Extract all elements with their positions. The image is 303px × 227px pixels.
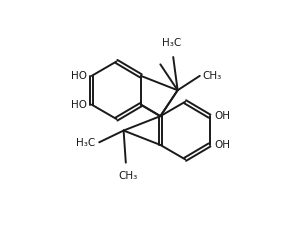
- Text: OH: OH: [214, 140, 230, 150]
- Text: H₃C: H₃C: [76, 138, 96, 148]
- Text: OH: OH: [214, 111, 230, 121]
- Text: CH₃: CH₃: [119, 171, 138, 181]
- Text: H₃C: H₃C: [162, 37, 181, 47]
- Text: HO: HO: [71, 71, 87, 81]
- Text: HO: HO: [71, 100, 87, 110]
- Text: CH₃: CH₃: [202, 71, 222, 81]
